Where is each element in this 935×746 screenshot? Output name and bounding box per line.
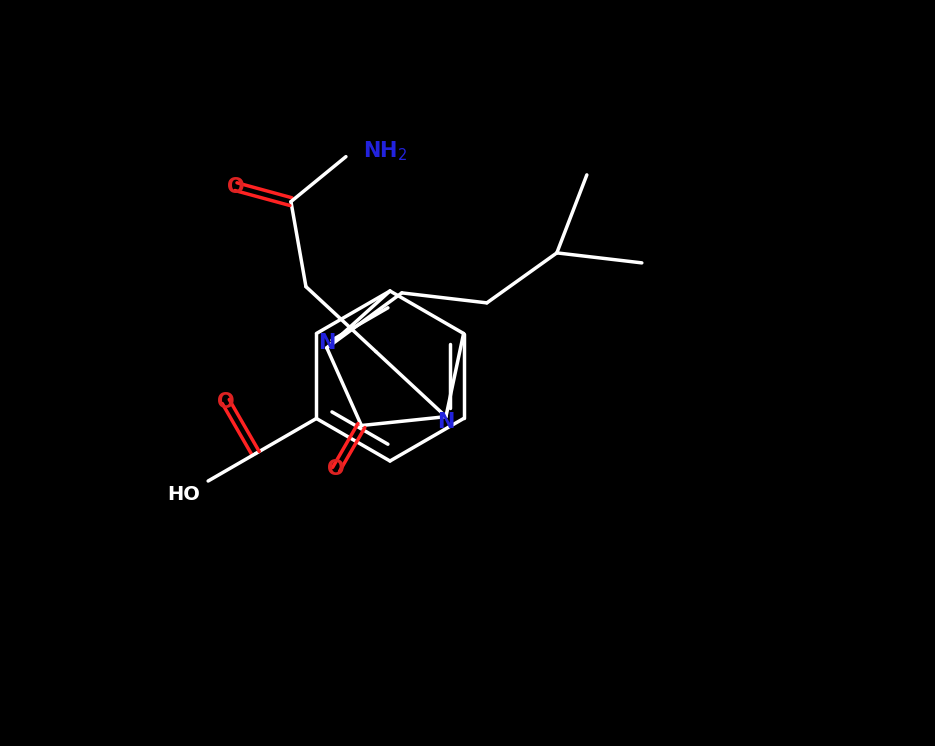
Text: O: O [327,460,345,480]
Text: O: O [217,392,235,412]
Text: HO: HO [167,486,200,504]
Text: N: N [438,412,454,432]
Text: O: O [227,177,245,197]
Text: NH$_2$: NH$_2$ [363,140,408,163]
Text: N: N [318,333,336,353]
